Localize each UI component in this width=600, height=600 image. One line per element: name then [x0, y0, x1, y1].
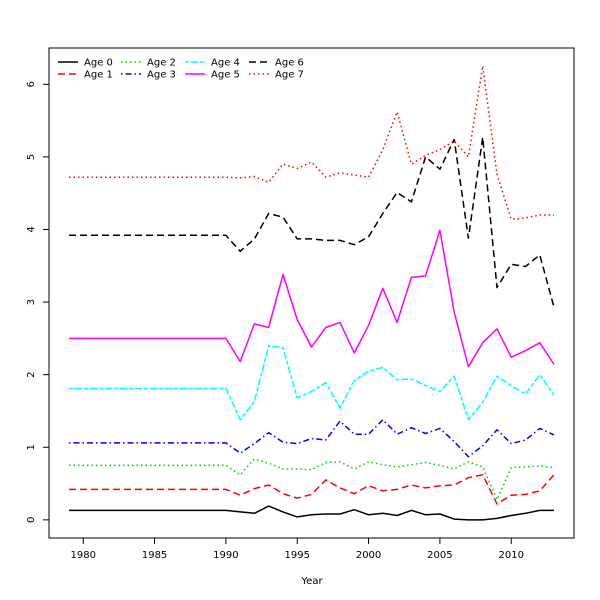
series-line-age-4 — [69, 344, 555, 421]
plot-frame — [48, 47, 575, 539]
legend-label: Age 3 — [147, 70, 176, 81]
x-tick-label: 1980 — [71, 550, 96, 561]
y-axis: 0 1 2 3 4 5 6 — [26, 81, 49, 523]
x-tick-label: 2010 — [499, 550, 524, 561]
legend-label: Age 0 — [84, 58, 113, 69]
y-tick-label: 2 — [26, 371, 37, 377]
legend-label: Age 2 — [147, 58, 176, 69]
x-tick-label: 1995 — [285, 550, 310, 561]
x-tick-label: 2005 — [427, 550, 452, 561]
legend-label: Age 1 — [84, 70, 113, 81]
series-lines — [69, 65, 555, 521]
x-axis: 1980 1985 1990 1995 2000 2005 2010 — [71, 538, 524, 561]
y-tick-label: 4 — [26, 226, 37, 232]
x-tick-label: 1985 — [142, 550, 167, 561]
series-line-age-1 — [69, 474, 555, 505]
y-tick-label: 0 — [26, 517, 37, 523]
y-tick-label: 6 — [26, 81, 37, 87]
y-tick-label: 3 — [26, 299, 37, 305]
series-line-age-0 — [69, 505, 554, 521]
legend-label: Age 7 — [275, 70, 304, 81]
x-tick-label: 2000 — [356, 550, 381, 561]
series-line-age-7 — [69, 65, 554, 221]
legend-label: Age 6 — [275, 58, 304, 69]
legend-label: Age 5 — [211, 70, 240, 81]
y-tick-label: 5 — [26, 154, 37, 160]
series-line-age-5 — [69, 229, 555, 368]
legend-label: Age 4 — [211, 58, 240, 69]
series-line-age-3 — [69, 418, 555, 458]
x-axis-title: Year — [300, 576, 323, 587]
series-line-age-2 — [69, 458, 555, 501]
y-tick-label: 1 — [26, 444, 37, 450]
series-line-age-6 — [69, 136, 555, 308]
x-tick-label: 1990 — [213, 550, 238, 561]
